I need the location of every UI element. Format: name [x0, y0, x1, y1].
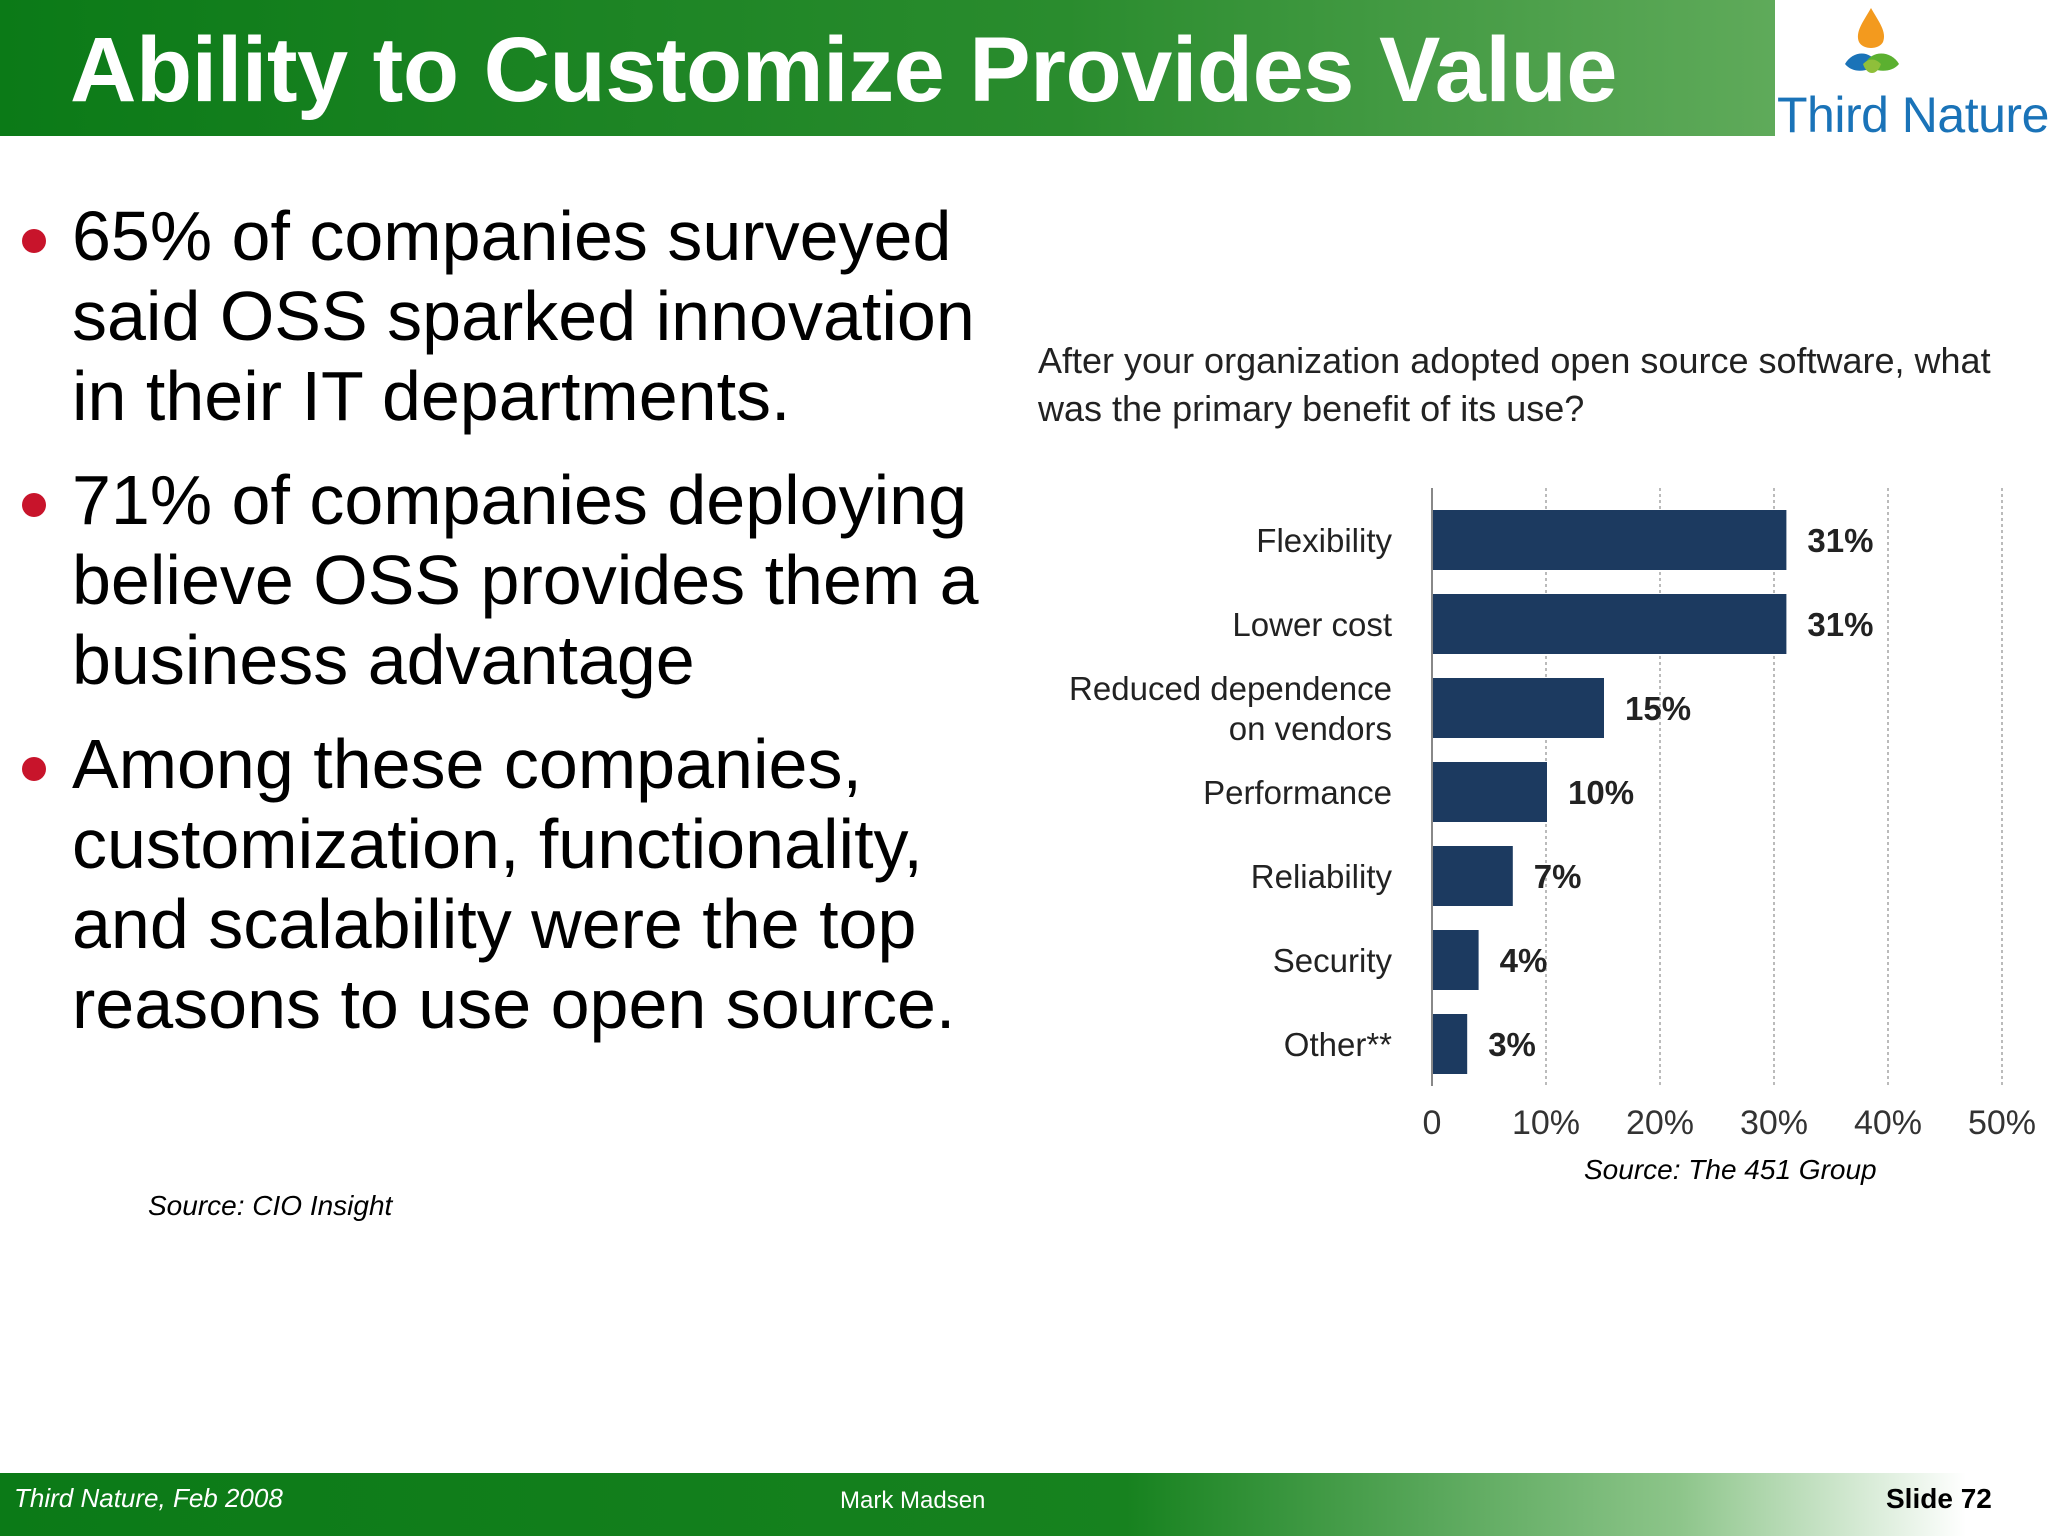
- data-label: 4%: [1500, 942, 1548, 979]
- bar: [1433, 762, 1547, 822]
- slide-title: Ability to Customize Provides Value: [70, 19, 1617, 121]
- logo-text: Third Nature: [1777, 87, 2048, 143]
- category-label: Performance: [1203, 774, 1392, 811]
- category-label: Other**: [1284, 1026, 1392, 1063]
- x-tick-label: 20%: [1626, 1104, 1694, 1142]
- category-label: Reduced dependence: [1069, 670, 1392, 707]
- footer-bar: Third Nature, Feb 2008 Mark Madsen Slide…: [0, 1473, 2048, 1536]
- source-cio-insight: Source: CIO Insight: [148, 1190, 393, 1221]
- data-label: 7%: [1534, 858, 1582, 895]
- bullet-dot-icon: [22, 229, 46, 253]
- category-label: Flexibility: [1256, 522, 1392, 559]
- data-label: 31%: [1807, 522, 1873, 559]
- category-label: Lower cost: [1232, 606, 1392, 643]
- bullet-dot-icon: [22, 757, 46, 781]
- bar: [1433, 594, 1787, 654]
- third-nature-logo: Third Nature: [1775, 0, 2048, 143]
- data-label: 10%: [1568, 774, 1634, 811]
- footer-date: Third Nature, Feb 2008: [14, 1483, 283, 1513]
- bullet-item: 65% of companies surveyed said OSS spark…: [20, 196, 1030, 436]
- bullet-list: 65% of companies surveyed said OSS spark…: [20, 196, 1030, 1068]
- x-tick-label: 10%: [1512, 1104, 1580, 1142]
- benefit-bar-chart: After your organization adopted open sou…: [1037, 340, 2036, 1142]
- x-tick-label: 30%: [1740, 1104, 1808, 1142]
- data-label: 15%: [1625, 690, 1691, 727]
- bullet-item: 71% of companies deploying believe OSS p…: [20, 460, 1030, 700]
- bullet-text: 71% of companies deploying believe OSS p…: [72, 461, 979, 699]
- slide-number: Slide 72: [1886, 1483, 1992, 1514]
- category-label: Security: [1273, 942, 1393, 979]
- category-label: on vendors: [1229, 710, 1392, 747]
- bullet-text: Among these companies, customization, fu…: [72, 725, 956, 1043]
- bar: [1433, 1014, 1468, 1074]
- chart-title-line: was the primary benefit of its use?: [1037, 388, 1584, 429]
- footer-author: Mark Madsen: [840, 1487, 986, 1514]
- bar: [1433, 678, 1604, 738]
- bullet-text: 65% of companies surveyed said OSS spark…: [72, 197, 975, 435]
- x-tick-label: 50%: [1968, 1104, 2036, 1142]
- title-bar: Ability to Customize Provides Value: [0, 0, 1775, 136]
- chart-title-line: After your organization adopted open sou…: [1038, 340, 1991, 381]
- bullet-item: Among these companies, customization, fu…: [20, 724, 1030, 1044]
- bar: [1433, 846, 1513, 906]
- x-tick-label: 40%: [1854, 1104, 1922, 1142]
- data-label: 31%: [1807, 606, 1873, 643]
- logo-mark-icon: [1845, 8, 1899, 73]
- bar: [1433, 510, 1787, 570]
- bullet-dot-icon: [22, 493, 46, 517]
- category-label: Reliability: [1251, 858, 1393, 895]
- data-label: 3%: [1488, 1026, 1536, 1063]
- x-tick-label: 0: [1423, 1104, 1442, 1142]
- bar: [1433, 930, 1479, 990]
- source-451-group: Source: The 451 Group: [1584, 1154, 1877, 1185]
